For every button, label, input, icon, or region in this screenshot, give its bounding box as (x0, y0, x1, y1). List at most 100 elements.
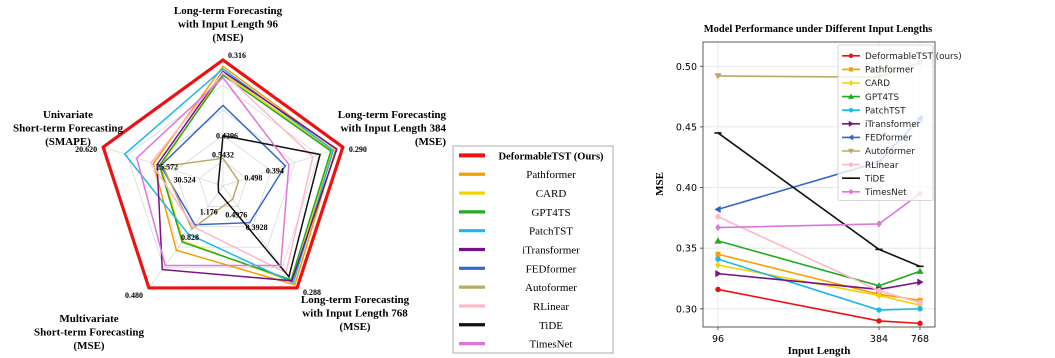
radar-legend-label: Pathformer (526, 169, 576, 181)
axis-label-univariate: Univariate Short-term Forecasting (SMAPE) (13, 109, 124, 148)
radar-grid-ring (174, 135, 272, 228)
x-tick-label: 96 (712, 334, 724, 345)
radar-legend-label: GPT4TS (531, 207, 570, 219)
axis-label-line: Univariate (43, 109, 93, 121)
line-legend-marker (848, 188, 854, 195)
line-legend-label: DeformableTST (ours) (865, 52, 962, 62)
line-legend-label: GPT4TS (865, 93, 899, 103)
radar-series-fedformer (159, 104, 287, 226)
line-legend-label: iTransformer (865, 120, 921, 130)
data-point (916, 267, 924, 274)
axis-label-line: with Input Length 384 (341, 123, 447, 135)
line-legend-label: CARD (865, 79, 890, 89)
axis-label-input-384: Long-term Forecasting with Input Length 3… (338, 109, 447, 148)
axis-label-line: with Input Length 768 (302, 308, 408, 320)
axis-label-line: Long-term Forecasting (174, 5, 283, 17)
radar-series-itransformer (156, 70, 338, 282)
radar-tick-inner: 1.176 (200, 207, 218, 216)
radar-grid-ring (126, 84, 320, 268)
line-series-tide (714, 132, 924, 268)
data-point (876, 287, 882, 294)
data-point (917, 320, 923, 327)
radar-spoke (222, 146, 343, 187)
y-tick-label: 0.50 (676, 62, 697, 73)
radar-tick-outer: 20.620 (75, 145, 97, 154)
radar-chart: 0.316 0.5432 0.290 0.498 0.288 0.4976 0.480 1.1… (13, 5, 447, 352)
line-legend-marker (848, 53, 854, 59)
axis-label-line: Short-term Forecasting (13, 123, 124, 135)
radar-legend-label: Autoformer (525, 282, 577, 294)
radar-series-gpt4ts (158, 74, 332, 281)
line-legend-label: TiDE (864, 174, 885, 184)
line-axis-ticks: 0.30 0.35 0.40 0.45 0.50 96 384 768 (676, 62, 929, 345)
axis-label-line: (MSE) (339, 321, 371, 333)
data-point (917, 306, 923, 312)
line-legend: DeformableTST (ours) Pathformer CARD GPT4TS… (837, 44, 962, 202)
x-tick-label: 384 (870, 334, 888, 345)
line-legend-marker (848, 120, 854, 127)
radar-legend: DeformableTST (Ours) Pathformer CARD GPT4TS… (452, 145, 614, 354)
axis-label-multivariate: Multivariate Short-term Forecasting (MSE) (34, 313, 145, 352)
axis-label-line: Short-term Forecasting (34, 327, 145, 339)
radar-spoke (148, 185, 224, 289)
radar-legend-label: RLinear (533, 301, 569, 313)
y-tick-label: 0.40 (676, 183, 697, 194)
line-legend-label: Autoformer (865, 147, 915, 157)
line-legend-marker (848, 162, 854, 167)
y-tick-label: 0.35 (676, 244, 697, 255)
radar-tick-outer: 0.288 (303, 288, 321, 297)
y-tick-label: 0.30 (676, 304, 697, 315)
radar-legend-label: PatchTST (529, 226, 573, 238)
radar-tick-mid: 0.394 (266, 166, 284, 175)
axis-label-input-96: Long-term Forecasting with Input Length 9… (174, 5, 283, 44)
radar-tick-outer: 0.480 (125, 291, 143, 300)
radar-legend-label: DeformableTST (Ours) (498, 151, 604, 162)
radar-series-deformabletst-ours- (101, 58, 345, 290)
data-point (715, 223, 721, 232)
data-point (876, 220, 882, 228)
radar-legend-label: TimesNet (530, 339, 573, 351)
chart-title: Model Performance under Different Input … (704, 24, 933, 35)
data-point (715, 213, 721, 220)
x-tick-label: 768 (911, 334, 929, 345)
y-tick-label: 0.45 (676, 122, 697, 133)
radar-tick-mid: 0.4296 (216, 132, 238, 141)
axis-label-input-768: Long-term Forecasting with Input Length 7… (301, 294, 410, 333)
line-legend-marker (848, 134, 854, 141)
line-series-patchtst (715, 256, 923, 313)
line-legend-label: FEDformer (865, 134, 912, 144)
axis-label-line: (MSE) (73, 340, 105, 352)
data-point (715, 261, 721, 269)
series-line (717, 215, 921, 304)
radar-tick-inner: 0.4976 (225, 210, 247, 219)
line-legend-label: Pathformer (865, 66, 914, 76)
radar-legend-label: TiDE (539, 320, 563, 332)
radar-tick-outer: 0.316 (228, 51, 246, 60)
data-point (715, 286, 721, 293)
radar-tick-mid: 25.572 (156, 163, 178, 172)
data-point (917, 278, 924, 286)
line-legend-marker (848, 148, 854, 154)
line-chart: Model Performance under Different Input … (654, 24, 962, 357)
radar-axis-labels: Long-term Forecasting with Input Length 9… (13, 5, 447, 352)
series-line (717, 264, 921, 306)
axis-label-line: with Input Length 96 (178, 19, 278, 31)
line-legend-marker (848, 80, 854, 86)
radar-series-patchtst (123, 67, 335, 284)
radar-tick-inner: 30.524 (174, 175, 196, 184)
axis-label-line: (MSE) (415, 136, 447, 148)
radar-legend-label: FEDformer (526, 263, 577, 275)
axis-label-line: Multivariate (59, 313, 118, 325)
axis-label-line: Long-term Forecasting (301, 294, 410, 306)
plot-area-frame (702, 41, 936, 328)
axis-label-line: (MSE) (212, 32, 244, 44)
axis-label-line: Long-term Forecasting (338, 109, 447, 121)
radar-series-timesnet (135, 76, 290, 267)
data-point (714, 73, 722, 80)
radar-series-tide (217, 134, 321, 279)
line-legend-box (837, 44, 934, 202)
line-legend-marker (848, 107, 854, 113)
line-legend-label: RLinear (865, 161, 899, 171)
radar-series-group (101, 58, 345, 290)
